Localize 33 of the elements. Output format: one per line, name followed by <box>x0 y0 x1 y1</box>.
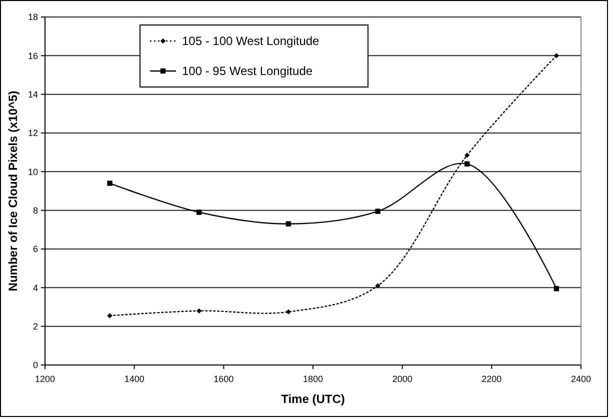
y-tick-label: 18 <box>28 12 38 22</box>
point <box>107 180 112 186</box>
point <box>286 309 292 314</box>
point <box>196 210 202 215</box>
y-tick-label: 0 <box>32 360 38 370</box>
y-tick-label: 12 <box>28 128 38 138</box>
y-tick-label: 8 <box>32 205 38 216</box>
x-tick-label: 1200 <box>34 374 56 384</box>
point <box>107 313 112 318</box>
y-tick-label: 2 <box>32 321 38 332</box>
x-tick-label: 1600 <box>214 374 234 384</box>
point <box>196 308 202 314</box>
x-tick-label: 1400 <box>124 374 144 384</box>
x-axis-title: Time (UTC) <box>281 392 345 406</box>
point <box>464 161 470 167</box>
y-tick-label: 16 <box>28 50 38 61</box>
y-axis-title: Number of Ice Cloud Pixels (x10^5) <box>6 90 20 292</box>
y-tick-label: 4 <box>32 282 38 293</box>
point <box>375 283 380 288</box>
legend-label: 100 - 95 West Longitude <box>182 64 313 78</box>
y-tick-label: 10 <box>28 166 38 177</box>
point <box>554 286 560 292</box>
point <box>554 53 560 58</box>
point <box>375 208 380 214</box>
point <box>464 152 470 158</box>
y-tick-label: 6 <box>32 244 38 254</box>
x-tick-label: 2400 <box>570 374 592 384</box>
x-tick-label: 2000 <box>392 374 412 384</box>
x-tick-label: 2200 <box>482 374 502 384</box>
y-tick-label: 14 <box>28 89 38 100</box>
x-tick-label: 1800 <box>302 374 324 384</box>
point <box>286 221 292 226</box>
legend-label: 105 - 100 West Longitude <box>182 34 320 48</box>
